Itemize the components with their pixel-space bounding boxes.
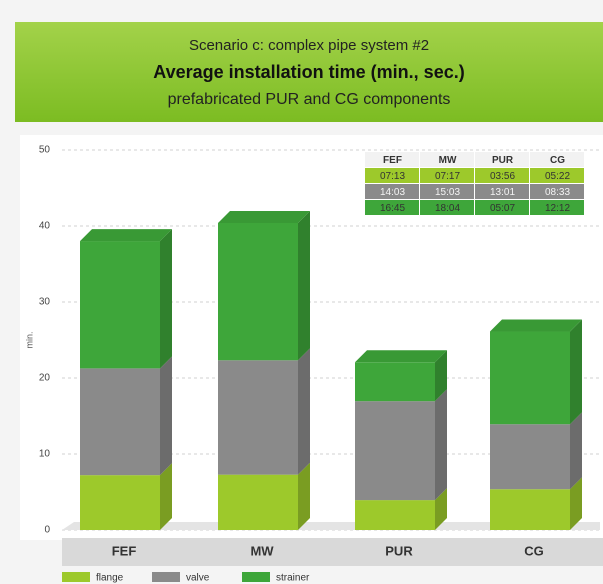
legend-label: strainer (276, 573, 310, 584)
table-cell (365, 184, 419, 199)
table-cell (420, 168, 474, 183)
legend-swatch (62, 572, 90, 582)
bar-side (160, 356, 172, 476)
bar (490, 424, 570, 490)
table-value: 05:22 (545, 171, 570, 182)
table-cell (530, 200, 584, 215)
table-value: 12:12 (545, 203, 570, 214)
y-tick-label: 10 (39, 449, 51, 460)
table-cell (365, 168, 419, 183)
title: Scenario c: complex pipe system #2 (189, 37, 429, 54)
bar-top (490, 319, 582, 332)
table-header: CG (550, 155, 565, 166)
legend-label: valve (186, 573, 210, 584)
x-tick-label: PUR (385, 543, 413, 558)
title: prefabricated PUR and CG components (168, 91, 451, 108)
table-value: 18:04 (435, 203, 460, 214)
bar-top (355, 350, 447, 363)
table-cell (475, 200, 529, 215)
table-value: 07:13 (380, 171, 405, 182)
x-tick-label: CG (524, 543, 544, 558)
table-value: 08:33 (545, 187, 570, 198)
table-value: 14:03 (380, 187, 405, 198)
bar (218, 360, 298, 475)
table-value: 13:01 (490, 187, 515, 198)
table-cell (420, 184, 474, 199)
table-cell (420, 200, 474, 215)
bar (355, 401, 435, 501)
bar (355, 500, 435, 530)
bar (355, 362, 435, 402)
table-cell (475, 184, 529, 199)
y-tick-label: 20 (39, 373, 51, 384)
bar (80, 241, 160, 369)
y-tick-label: 50 (39, 145, 51, 156)
bar-top (218, 210, 310, 223)
bar-side (435, 488, 447, 530)
legend-label: flange (96, 573, 124, 584)
table-header-cell (475, 152, 529, 167)
table-value: 15:03 (435, 187, 460, 198)
table-value: 03:56 (490, 171, 515, 182)
title-banner (15, 22, 603, 122)
bar-side (435, 350, 447, 402)
table-value: 16:45 (380, 203, 405, 214)
bar-side (160, 463, 172, 530)
bar (80, 368, 160, 476)
table-header-cell (365, 152, 419, 167)
floor (62, 522, 600, 530)
bar (80, 475, 160, 530)
bar (218, 474, 298, 530)
y-tick-label: 30 (39, 297, 51, 308)
x-tick-label: MW (250, 543, 274, 558)
bar-side (160, 229, 172, 369)
table-header-cell (530, 152, 584, 167)
bar-top (80, 229, 172, 242)
bar-side (570, 412, 582, 490)
x-tick-label: FEF (112, 543, 137, 558)
bar (218, 222, 298, 361)
table-cell (530, 168, 584, 183)
bar (490, 489, 570, 530)
legend-swatch (152, 572, 180, 582)
table-header: MW (439, 155, 457, 166)
bar-side (435, 389, 447, 501)
y-tick-label: 0 (44, 525, 50, 536)
y-tick-label: 40 (39, 221, 51, 232)
table-cell (365, 200, 419, 215)
bar-side (570, 477, 582, 530)
bar-side (298, 210, 310, 361)
table-value: 07:17 (435, 171, 460, 182)
table-value: 05:07 (490, 203, 515, 214)
bar-side (570, 319, 582, 425)
table-cell (475, 168, 529, 183)
y-axis-label: min. (24, 331, 34, 348)
table-cell (530, 184, 584, 199)
category-band (62, 538, 603, 566)
table-header-cell (420, 152, 474, 167)
table-header: PUR (492, 155, 514, 166)
legend-swatch (242, 572, 270, 582)
bar (490, 331, 570, 425)
table-header: FEF (383, 155, 402, 166)
title: Average installation time (min., sec.) (153, 62, 464, 82)
bar-side (298, 462, 310, 530)
bar-side (298, 348, 310, 475)
